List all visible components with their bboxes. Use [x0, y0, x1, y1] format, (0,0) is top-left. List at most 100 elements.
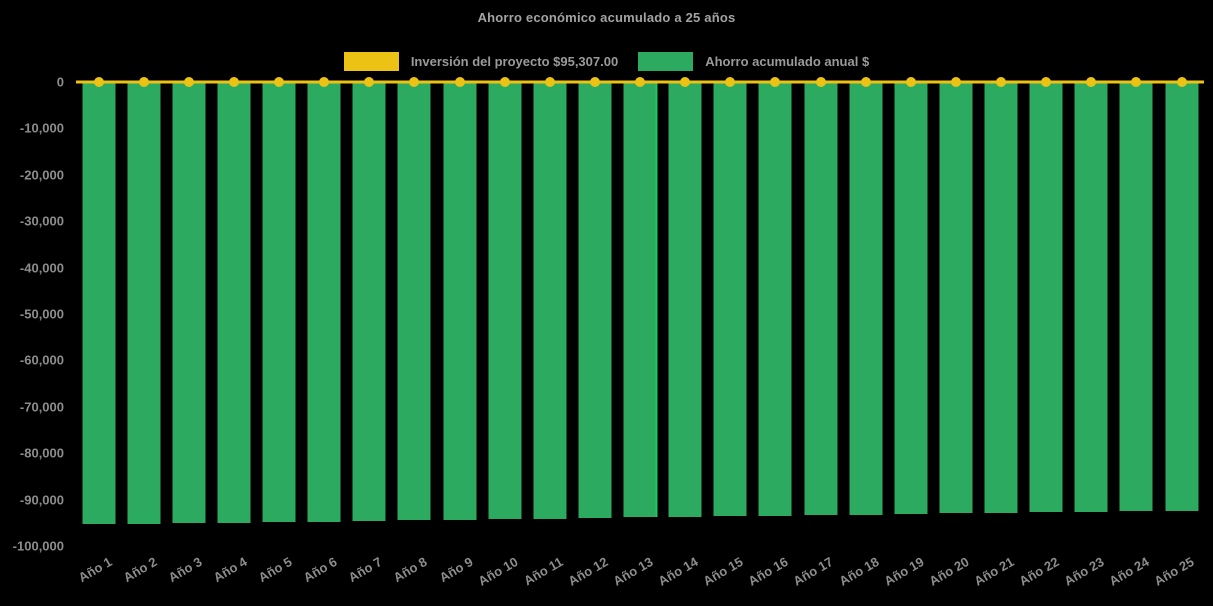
investment-point-marker[interactable]	[138, 77, 149, 87]
bars-container	[76, 77, 1204, 546]
savings-bar[interactable]	[127, 82, 161, 524]
legend: Inversión del proyecto $95,307.00 Ahorro…	[0, 52, 1213, 71]
x-tick-label: Año 12	[565, 554, 611, 589]
investment-point-marker[interactable]	[454, 77, 465, 87]
investment-point-marker[interactable]	[544, 77, 555, 87]
investment-point-marker[interactable]	[1176, 77, 1187, 87]
bar-column	[843, 77, 888, 546]
x-tick-label: Año 5	[255, 554, 295, 586]
savings-bar[interactable]	[1029, 82, 1063, 513]
savings-bar[interactable]	[713, 82, 747, 517]
bar-column	[211, 77, 256, 546]
bar-column	[302, 77, 347, 546]
savings-bar[interactable]	[939, 82, 973, 514]
savings-bar[interactable]	[1165, 82, 1199, 511]
investment-point-marker[interactable]	[680, 77, 691, 87]
savings-bar[interactable]	[804, 82, 838, 516]
savings-bar[interactable]	[488, 82, 522, 520]
legend-item-inversion[interactable]: Inversión del proyecto $95,307.00	[343, 52, 618, 71]
x-axis: Año 1 Año 2 Año 3 Año 4 Año 5 Año 6 Año 7 Año 8…	[75, 546, 1204, 606]
investment-point-marker[interactable]	[1086, 77, 1097, 87]
investment-point-marker[interactable]	[770, 77, 781, 87]
savings-bar[interactable]	[668, 82, 702, 517]
investment-point-marker[interactable]	[589, 77, 600, 87]
investment-point-marker[interactable]	[183, 77, 194, 87]
bar-column	[798, 77, 843, 546]
savings-bar[interactable]	[894, 82, 928, 514]
savings-bar[interactable]	[1074, 82, 1108, 512]
bar-column	[392, 77, 437, 546]
investment-point-marker[interactable]	[905, 77, 916, 87]
savings-bar[interactable]	[984, 82, 1018, 513]
y-tick-label: -70,000	[19, 399, 64, 415]
x-tick-label: Año 15	[700, 554, 746, 589]
investment-point-marker[interactable]	[815, 77, 826, 87]
x-tick-label: Año 20	[926, 554, 972, 589]
bar-column	[257, 77, 302, 546]
plot-area	[76, 77, 1204, 546]
bar-column	[347, 77, 392, 546]
x-tick-label: Año 19	[881, 554, 927, 589]
savings-bar[interactable]	[758, 82, 792, 516]
investment-point-marker[interactable]	[1131, 77, 1142, 87]
investment-point-marker[interactable]	[1041, 77, 1052, 87]
bar-column	[437, 77, 482, 546]
investment-point-marker[interactable]	[228, 77, 239, 87]
x-tick-label: Año 18	[836, 554, 882, 589]
investment-point-marker[interactable]	[860, 77, 871, 87]
x-tick-label: Año 2	[120, 554, 160, 586]
savings-bar[interactable]	[82, 82, 116, 525]
y-axis: 0 -10,000 -20,000 -30,000 -40,000 -50,000 -60,…	[0, 75, 64, 554]
bar-column	[166, 77, 211, 546]
x-tick-label: Año 10	[475, 554, 521, 589]
y-tick-label: -10,000	[19, 120, 64, 136]
bar-column	[1159, 77, 1204, 546]
savings-bar[interactable]	[172, 82, 206, 524]
investment-point-marker[interactable]	[499, 77, 510, 87]
savings-bar[interactable]	[217, 82, 251, 523]
x-tick-label: Año 13	[610, 554, 656, 589]
y-tick-label: -30,000	[19, 213, 64, 229]
bar-column	[753, 77, 798, 546]
savings-bar[interactable]	[397, 82, 431, 521]
y-tick-label: -50,000	[19, 306, 64, 322]
investment-point-marker[interactable]	[635, 77, 646, 87]
investment-point-marker[interactable]	[409, 77, 420, 87]
savings-bar[interactable]	[578, 82, 612, 519]
x-tick-label: Año 16	[745, 554, 791, 589]
x-tick-label: Año 4	[210, 554, 250, 586]
bar-column	[1024, 77, 1069, 546]
investment-point-marker[interactable]	[950, 77, 961, 87]
investment-point-marker[interactable]	[319, 77, 330, 87]
legend-swatch-inversion-icon	[343, 52, 399, 71]
y-tick-label: -40,000	[19, 260, 64, 276]
bar-column	[933, 77, 978, 546]
savings-bar[interactable]	[352, 82, 386, 521]
y-tick-label: -80,000	[19, 445, 64, 461]
bar-column	[663, 77, 708, 546]
bar-column	[618, 77, 663, 546]
savings-bar[interactable]	[307, 82, 341, 522]
savings-bar[interactable]	[623, 82, 658, 518]
highlight-seam-line	[655, 82, 658, 518]
bar-column	[572, 77, 617, 546]
bar-column	[482, 77, 527, 546]
investment-point-marker[interactable]	[93, 77, 104, 87]
y-tick-label: 0	[56, 74, 64, 90]
x-tick-label: Año 7	[345, 554, 385, 586]
legend-item-ahorro[interactable]: Ahorro acumulado anual $	[638, 52, 869, 71]
savings-bar[interactable]	[262, 82, 296, 523]
bar-column	[76, 77, 121, 546]
x-tick-label: Año 9	[436, 554, 476, 586]
savings-bar[interactable]	[533, 82, 567, 519]
bar-column	[1069, 77, 1114, 546]
savings-bar[interactable]	[443, 82, 477, 520]
investment-point-marker[interactable]	[364, 77, 375, 87]
savings-bar[interactable]	[849, 82, 883, 515]
x-tick-label: Año 17	[790, 554, 836, 589]
x-tick-label: Año 3	[165, 554, 205, 586]
investment-point-marker[interactable]	[274, 77, 285, 87]
savings-bar[interactable]	[1119, 82, 1153, 512]
investment-point-marker[interactable]	[725, 77, 736, 87]
investment-point-marker[interactable]	[996, 77, 1007, 87]
